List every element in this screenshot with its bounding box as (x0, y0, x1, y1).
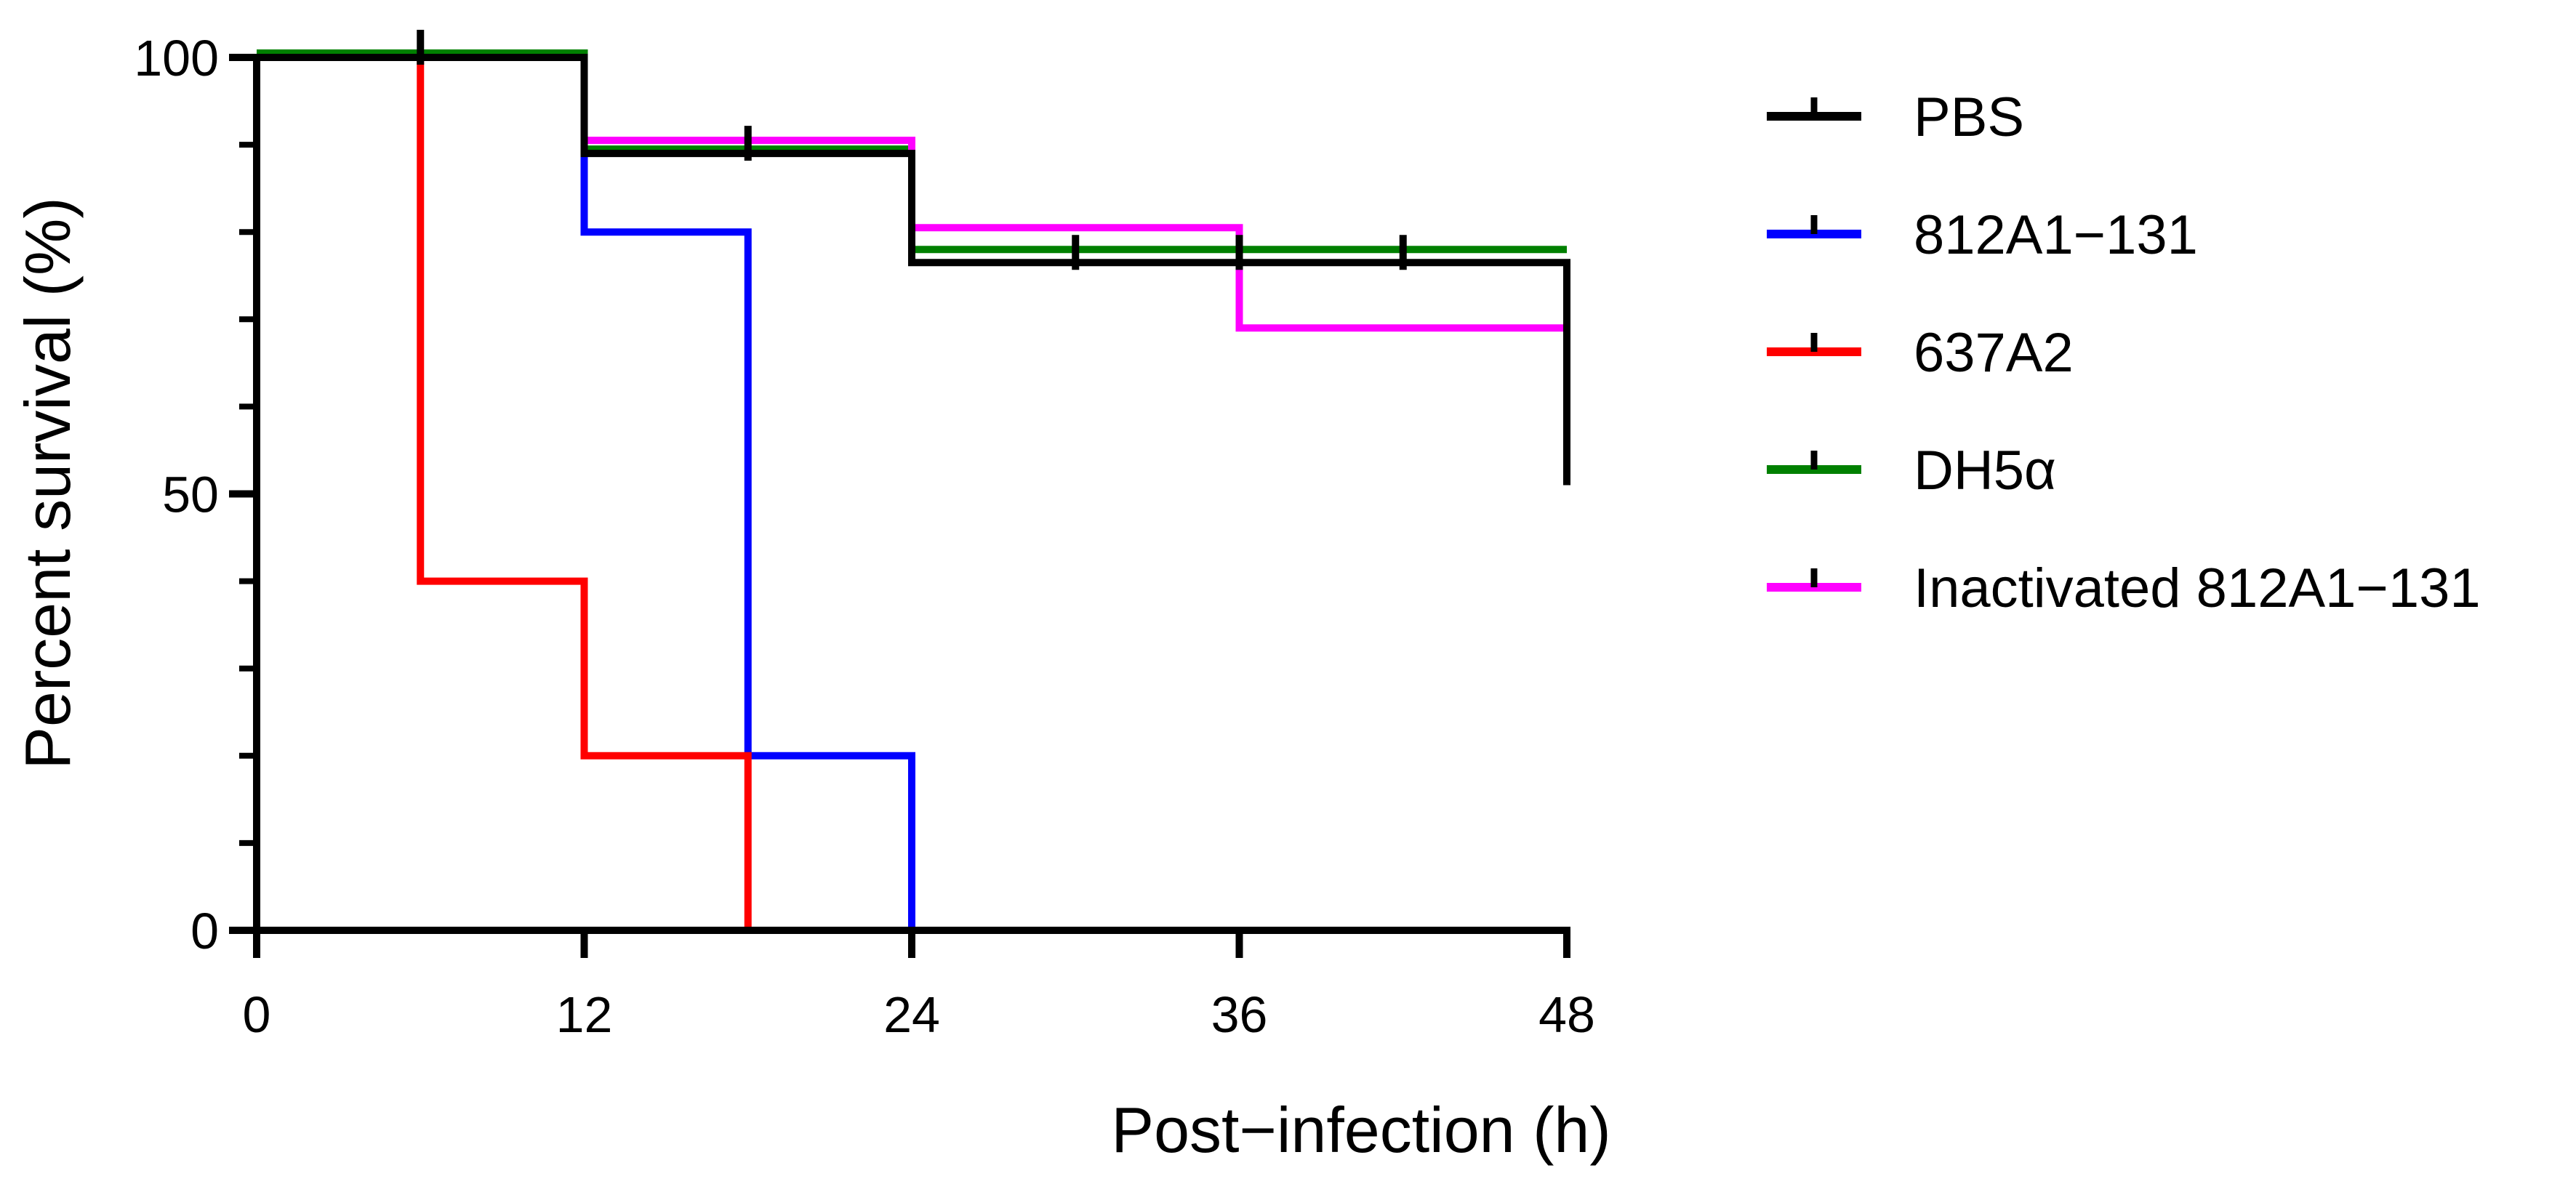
y-tick-label: 50 (162, 467, 219, 523)
x-tick-label: 0 (243, 986, 271, 1043)
x-axis-title: Post−infection (h) (1111, 1094, 1610, 1166)
series-line-1 (257, 54, 915, 930)
y-tick-label: 0 (190, 903, 219, 959)
legend-label: Inactivated 812A1−131 (1914, 557, 2481, 619)
legend: PBS 812A1−131 637A2 DH5α Inactivated 812A1−1… (1767, 86, 2481, 619)
x-tick-label: 48 (1538, 986, 1595, 1043)
series-line-0 (257, 54, 1570, 486)
legend-label: PBS (1914, 86, 2024, 148)
legend-label: 637A2 (1914, 322, 2074, 384)
legend-label: DH5α (1914, 440, 2056, 502)
series-line-2 (257, 54, 752, 930)
x-tick-label: 12 (556, 986, 613, 1043)
x-tick-label: 24 (883, 986, 940, 1043)
y-axis-title: Percent survival (%) (12, 197, 84, 769)
tick-layer: 0 12 24 36 48 0 50 100 (134, 30, 1595, 1043)
x-tick-label: 36 (1211, 986, 1268, 1043)
legend-label: 812A1−131 (1914, 204, 2198, 266)
censor-layer (417, 30, 1407, 270)
y-tick-label: 100 (134, 30, 219, 86)
series-layer (257, 49, 1570, 930)
